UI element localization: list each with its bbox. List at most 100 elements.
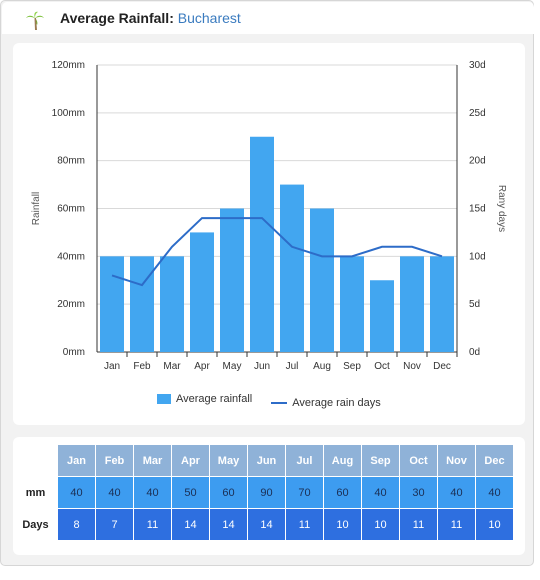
y2-tick-label: 25d bbox=[469, 108, 486, 119]
bar-nov bbox=[400, 256, 424, 352]
chart-legend: Average rainfall Average rain days bbox=[157, 393, 397, 409]
table-cell-days: 10 bbox=[476, 509, 514, 541]
table-cell-mm: 40 bbox=[362, 477, 400, 509]
y-tick-label: 80mm bbox=[57, 156, 85, 167]
bar-jul bbox=[280, 184, 304, 352]
x-tick-label: Feb bbox=[133, 361, 151, 372]
table-cell-days: 11 bbox=[400, 509, 438, 541]
table-cell-days: 11 bbox=[286, 509, 324, 541]
table-row-days: Days 8 7 11 14 14 14 11 10 10 11 11 10 bbox=[13, 509, 514, 541]
bar-oct bbox=[370, 280, 394, 352]
x-tick-label: Jul bbox=[286, 361, 299, 372]
widget-frame: Average Rainfall: Bucharest 0mm 20mm 40mm 6… bbox=[0, 0, 534, 566]
y2-tick-label: 30d bbox=[469, 60, 486, 71]
y-tick-label: 20mm bbox=[57, 299, 85, 310]
table-cell-mm: 70 bbox=[286, 477, 324, 509]
table-header-row: Jan Feb Mar Apr May Jun Jul Aug Sep Oct Nov Dec bbox=[13, 445, 514, 477]
table-cell-days: 11 bbox=[134, 509, 172, 541]
table-cell-days: 10 bbox=[324, 509, 362, 541]
table-cell-days: 11 bbox=[438, 509, 476, 541]
table-month-jun: Jun bbox=[248, 445, 286, 477]
table-month-may: May bbox=[210, 445, 248, 477]
table-panel: Jan Feb Mar Apr May Jun Jul Aug Sep Oct Nov Dec mm … bbox=[13, 437, 525, 555]
y-tick-label: 0mm bbox=[63, 347, 85, 358]
table-cell-mm: 40 bbox=[476, 477, 514, 509]
y2-tick-label: 5d bbox=[469, 299, 480, 310]
bar-mar bbox=[160, 256, 184, 352]
x-tick-label: Oct bbox=[374, 361, 390, 372]
table-cell-days: 14 bbox=[172, 509, 210, 541]
table-corner bbox=[13, 445, 58, 477]
table-cell-days: 14 bbox=[248, 509, 286, 541]
widget-header: Average Rainfall: Bucharest bbox=[2, 2, 534, 34]
rain-days-line bbox=[111, 217, 443, 287]
legend-item-rain-days[interactable]: Average rain days bbox=[271, 397, 381, 409]
x-tick-label: Nov bbox=[403, 361, 421, 372]
table-month-oct: Oct bbox=[400, 445, 438, 477]
y2-axis-title: Rany days bbox=[496, 185, 507, 232]
bar-dec bbox=[430, 256, 454, 352]
x-tick-label: Aug bbox=[313, 361, 331, 372]
table-cell-mm: 60 bbox=[210, 477, 248, 509]
x-tick-label: Mar bbox=[163, 361, 181, 372]
y-tick-label: 40mm bbox=[57, 251, 85, 262]
y-tick-label: 100mm bbox=[52, 108, 85, 119]
table-cell-days: 7 bbox=[96, 509, 134, 541]
title-city: Bucharest bbox=[177, 10, 241, 26]
palm-tree-icon bbox=[26, 11, 44, 30]
legend-label-rain-days: Average rain days bbox=[292, 397, 381, 409]
row-label-mm: mm bbox=[13, 477, 58, 509]
x-tick-label: Jun bbox=[254, 361, 270, 372]
rainfall-table: Jan Feb Mar Apr May Jun Jul Aug Sep Oct Nov Dec mm … bbox=[13, 445, 514, 541]
bar-aug bbox=[310, 208, 334, 352]
table-cell-days: 14 bbox=[210, 509, 248, 541]
bar-feb bbox=[130, 256, 154, 352]
legend-bar-swatch bbox=[157, 394, 171, 404]
chart-panel: 0mm 20mm 40mm 60mm 80mm 100mm 120mm 0d 5d 10d 15d 2… bbox=[13, 43, 525, 425]
rainfall-chart: 0mm 20mm 40mm 60mm 80mm 100mm 120mm 0d 5d 10d 15d 2… bbox=[31, 60, 507, 372]
table-month-feb: Feb bbox=[96, 445, 134, 477]
x-tick-label: Dec bbox=[433, 361, 451, 372]
y2-tick-label: 10d bbox=[469, 251, 486, 262]
y-tick-label: 120mm bbox=[52, 60, 85, 71]
table-cell-days: 8 bbox=[58, 509, 96, 541]
bar-jan bbox=[100, 256, 124, 352]
bar-apr bbox=[190, 232, 214, 352]
y2-tick-label: 15d bbox=[469, 204, 486, 215]
table-month-jan: Jan bbox=[58, 445, 96, 477]
y2-tick-label: 20d bbox=[469, 156, 486, 167]
table-cell-mm: 60 bbox=[324, 477, 362, 509]
table-cell-mm: 40 bbox=[134, 477, 172, 509]
table-cell-mm: 90 bbox=[248, 477, 286, 509]
table-cell-days: 10 bbox=[362, 509, 400, 541]
table-month-aug: Aug bbox=[324, 445, 362, 477]
legend-label-rainfall: Average rainfall bbox=[176, 393, 253, 405]
bar-may bbox=[220, 208, 244, 352]
table-month-sep: Sep bbox=[362, 445, 400, 477]
title-label: Average Rainfall: bbox=[60, 10, 174, 26]
bar-jun bbox=[250, 136, 274, 352]
y2-tick-label: 0d bbox=[469, 347, 480, 358]
table-month-dec: Dec bbox=[476, 445, 514, 477]
x-tick-label: May bbox=[223, 361, 242, 372]
legend-item-rainfall[interactable]: Average rainfall bbox=[157, 393, 252, 405]
legend-line-swatch bbox=[271, 402, 288, 404]
table-month-jul: Jul bbox=[286, 445, 324, 477]
x-tick-label: Apr bbox=[194, 361, 210, 372]
table-cell-mm: 40 bbox=[58, 477, 96, 509]
row-label-days: Days bbox=[13, 509, 58, 541]
page-title: Average Rainfall: Bucharest bbox=[60, 10, 241, 26]
bar-sep bbox=[340, 256, 364, 352]
table-row-mm: mm 40 40 40 50 60 90 70 60 40 30 40 40 bbox=[13, 477, 514, 509]
table-cell-mm: 30 bbox=[400, 477, 438, 509]
table-cell-mm: 40 bbox=[438, 477, 476, 509]
table-month-apr: Apr bbox=[172, 445, 210, 477]
x-tick-label: Jan bbox=[104, 361, 120, 372]
table-month-mar: Mar bbox=[134, 445, 172, 477]
table-cell-mm: 50 bbox=[172, 477, 210, 509]
y-axis-title: Rainfall bbox=[31, 192, 42, 225]
x-tick-label: Sep bbox=[343, 361, 361, 372]
table-month-nov: Nov bbox=[438, 445, 476, 477]
y-tick-label: 60mm bbox=[57, 204, 85, 215]
table-cell-mm: 40 bbox=[96, 477, 134, 509]
